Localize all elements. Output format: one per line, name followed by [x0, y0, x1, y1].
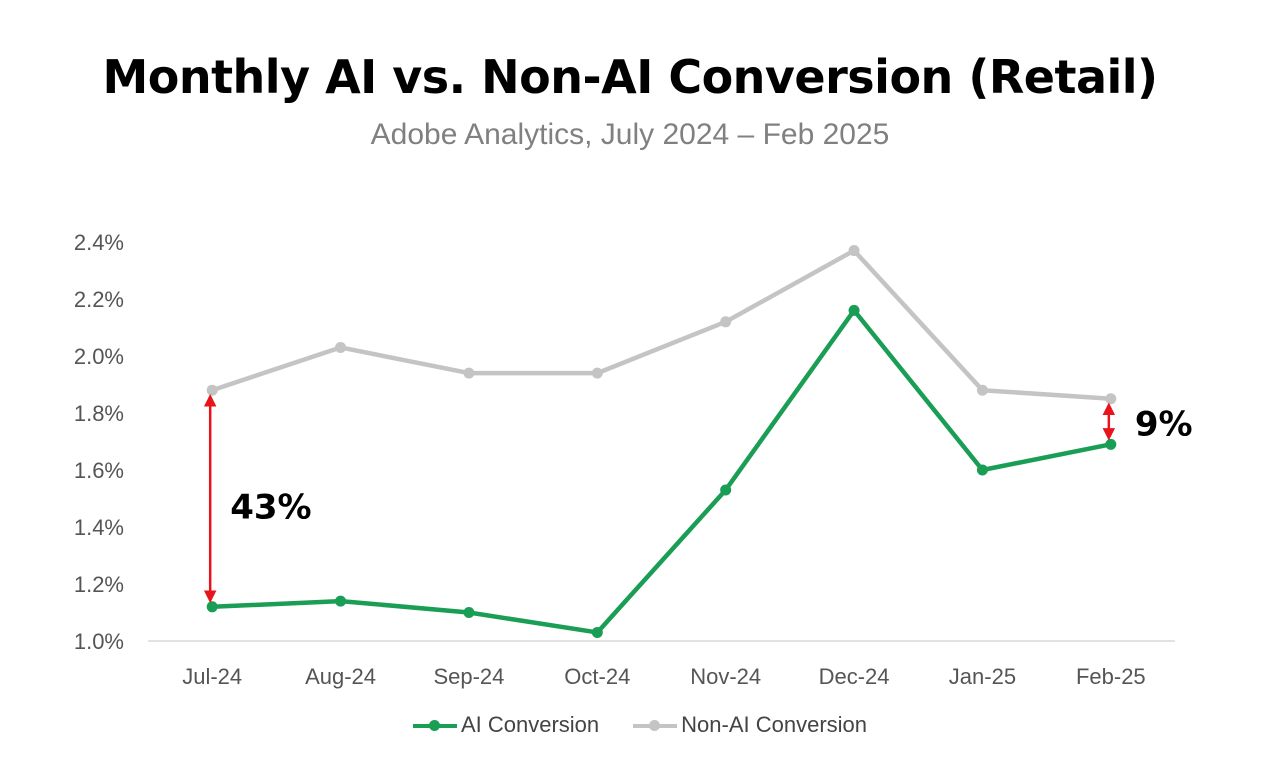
- legend: AI Conversion Non-AI Conversion: [0, 712, 1280, 738]
- legend-label-ai: AI Conversion: [460, 712, 600, 737]
- data-point-non-ai[interactable]: [335, 341, 347, 353]
- data-point-non-ai[interactable]: [1105, 393, 1117, 405]
- x-tick-label: Aug-24: [305, 664, 376, 689]
- y-tick-label: 1.0%: [74, 629, 124, 654]
- legend-dot-ai: [428, 720, 440, 731]
- data-point-ai[interactable]: [720, 484, 732, 496]
- x-tick-label: Jan-25: [949, 664, 1016, 689]
- legend-item-non-ai[interactable]: Non-AI Conversion: [633, 712, 867, 738]
- x-tick-label: Dec-24: [819, 664, 890, 689]
- y-tick-label: 1.4%: [74, 515, 124, 540]
- x-tick-label: Oct-24: [564, 664, 630, 689]
- data-point-ai[interactable]: [463, 607, 475, 618]
- y-tick-label: 1.2%: [74, 572, 124, 597]
- y-tick-label: 2.0%: [74, 344, 124, 369]
- gap-label: 9%: [1135, 405, 1193, 445]
- data-point-ai[interactable]: [591, 626, 603, 638]
- chart-title: Monthly AI vs. Non-AI Conversion (Retail…: [102, 50, 1158, 104]
- legend-dot-non-ai: [649, 720, 661, 731]
- x-axis: Jul-24 Aug-24 Sep-24 Oct-24 Nov-24 Dec-24 Jan-…: [148, 640, 1175, 689]
- y-tick-label: 2.4%: [74, 230, 124, 255]
- legend-swatch-non-ai: [633, 718, 678, 732]
- series-layer: [206, 245, 1117, 638]
- data-point-non-ai[interactable]: [720, 316, 732, 328]
- x-tick-label: Feb-25: [1076, 664, 1146, 689]
- data-point-ai[interactable]: [848, 304, 860, 316]
- y-tick-label: 2.2%: [74, 287, 124, 312]
- legend-label-non-ai: Non-AI Conversion: [681, 712, 868, 737]
- data-point-non-ai[interactable]: [848, 245, 860, 257]
- data-point-ai[interactable]: [335, 595, 347, 607]
- data-point-non-ai[interactable]: [206, 384, 218, 396]
- x-tick-label: Jul-24: [182, 664, 242, 689]
- y-axis: 1.0% 1.2% 1.4% 1.6% 1.8% 2.0% 2.2% 2.4%: [74, 230, 124, 654]
- data-point-ai[interactable]: [976, 464, 988, 476]
- legend-item-ai[interactable]: AI Conversion: [412, 712, 600, 738]
- x-tick-label: Nov-24: [690, 664, 761, 689]
- gap-label: 43%: [230, 488, 311, 528]
- data-point-ai[interactable]: [1105, 438, 1117, 450]
- data-point-non-ai[interactable]: [976, 384, 988, 396]
- annotation-layer: 43% 9%: [203, 393, 1193, 604]
- y-tick-label: 1.8%: [74, 401, 124, 426]
- series-line-ai: [209, 308, 1114, 635]
- x-tick-label: Sep-24: [433, 664, 504, 689]
- data-point-non-ai[interactable]: [591, 367, 603, 379]
- data-point-non-ai[interactable]: [463, 367, 475, 379]
- series-line-non-ai: [209, 248, 1114, 401]
- data-point-ai[interactable]: [206, 601, 218, 613]
- legend-swatch-ai: [412, 718, 457, 732]
- chart-subtitle: Adobe Analytics, July 2024 – Feb 2025: [370, 118, 890, 151]
- y-tick-label: 1.6%: [74, 458, 124, 483]
